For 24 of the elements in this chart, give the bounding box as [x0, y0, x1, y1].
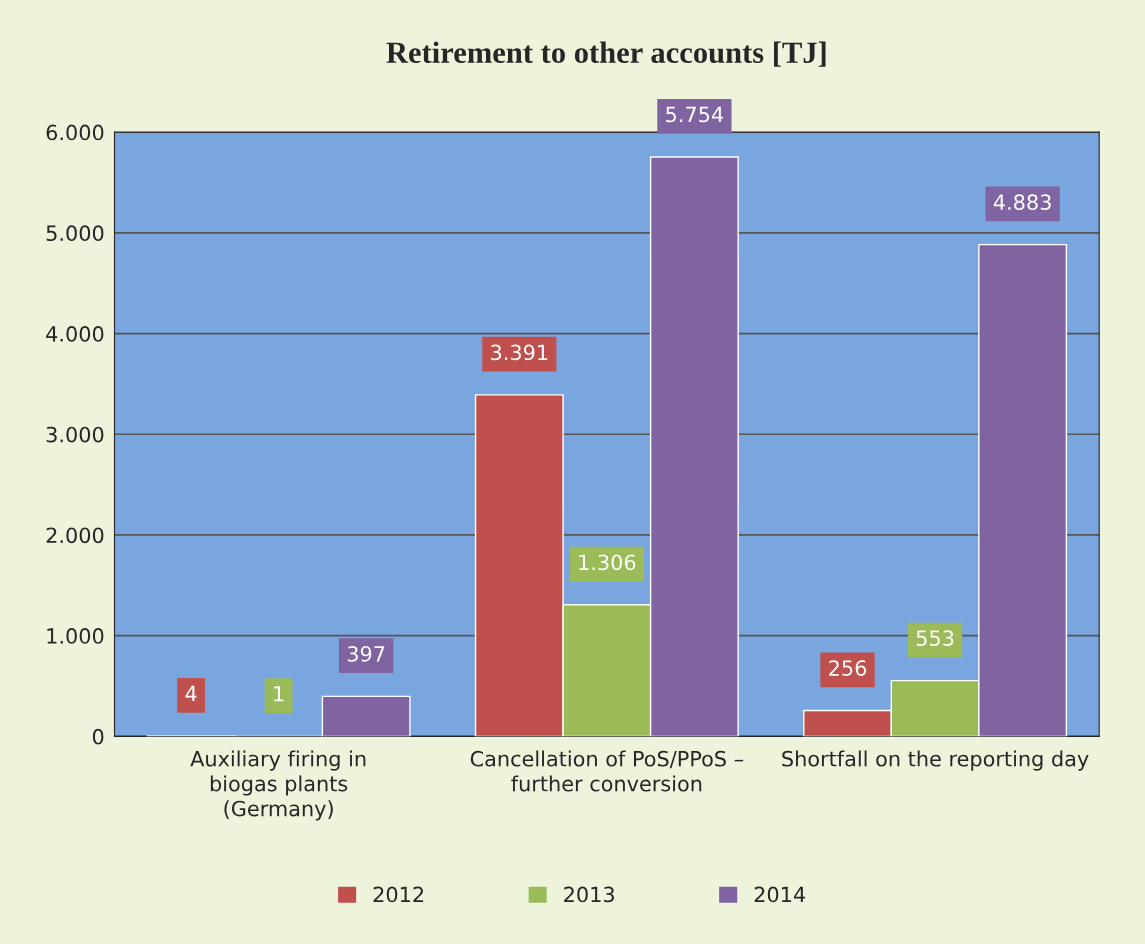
y-tick-label: 1.000	[47, 628, 104, 644]
x-tick-label: Cancellation of PoS/PPoS – further conversion	[470, 750, 744, 792]
x-tick-label: Auxiliary firing in biogas plants (Germany)	[190, 750, 366, 821]
y-tick-label: 0	[92, 728, 104, 745]
data-label: 4	[185, 685, 197, 702]
chart-title: Retirement to other accounts [TJ]	[386, 41, 826, 67]
legend-label: 2014	[754, 886, 806, 903]
y-tick-label: 6.000	[46, 124, 104, 141]
data-label: 397	[347, 645, 385, 662]
data-label: 1.306	[579, 554, 636, 571]
legend-label: 2013	[564, 886, 615, 903]
data-label: 5.754	[666, 106, 724, 123]
legend-label: 2012	[373, 886, 424, 903]
data-label: 3.391	[491, 344, 548, 361]
y-tick-label: 5.000	[46, 225, 104, 242]
data-label: 553	[916, 630, 954, 647]
bar	[321, 695, 411, 737]
y-tick-label: 2.000	[46, 527, 104, 544]
data-label: 1	[274, 686, 284, 702]
x-tick-label: Shortfall on the reporting day	[782, 750, 1089, 771]
y-tick-label: 3.000	[46, 426, 104, 443]
data-label: 256	[829, 660, 867, 676]
y-tick-label: 4.000	[46, 326, 104, 342]
data-label: 4.883	[993, 194, 1051, 211]
